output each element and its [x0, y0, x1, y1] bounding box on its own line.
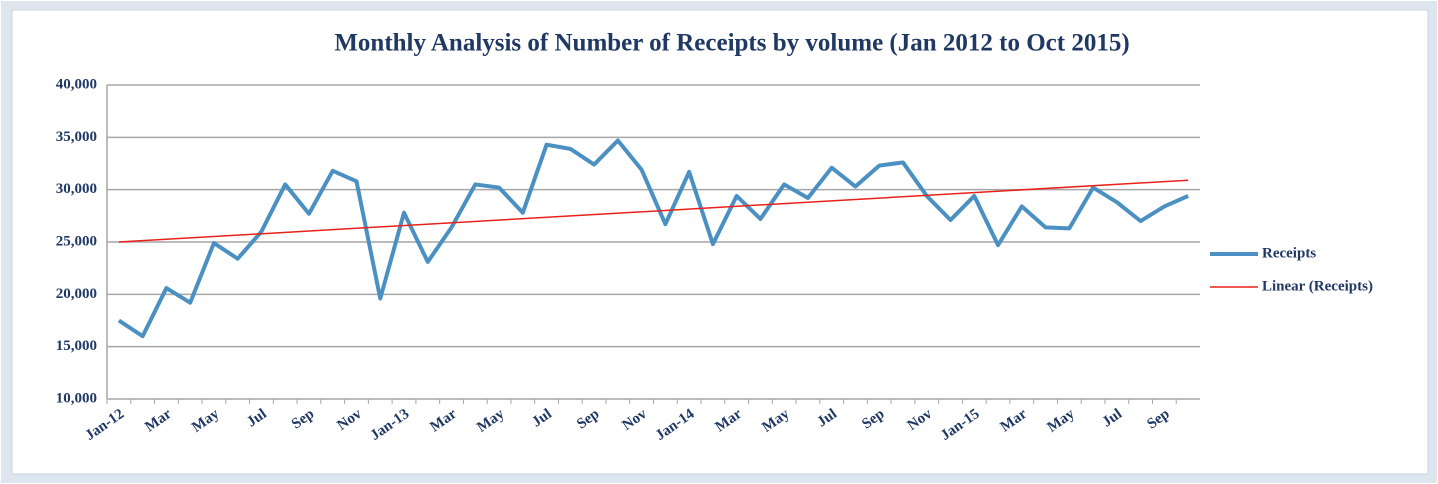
y-tick-label: 10,000	[56, 390, 97, 406]
y-tick-label: 20,000	[56, 286, 97, 302]
y-tick-label: 15,000	[56, 338, 97, 354]
chart-title: Monthly Analysis of Number of Receipts b…	[334, 30, 1129, 57]
y-tick-label: 25,000	[56, 233, 97, 249]
y-tick-label: 40,000	[56, 76, 97, 92]
legend-label: Receipts	[1262, 245, 1316, 261]
legend-label: Linear (Receipts)	[1262, 278, 1373, 294]
y-tick-label: 35,000	[56, 129, 97, 145]
y-tick-label: 30,000	[56, 181, 97, 197]
series-line	[117, 138, 1189, 339]
trendline	[118, 179, 1189, 243]
